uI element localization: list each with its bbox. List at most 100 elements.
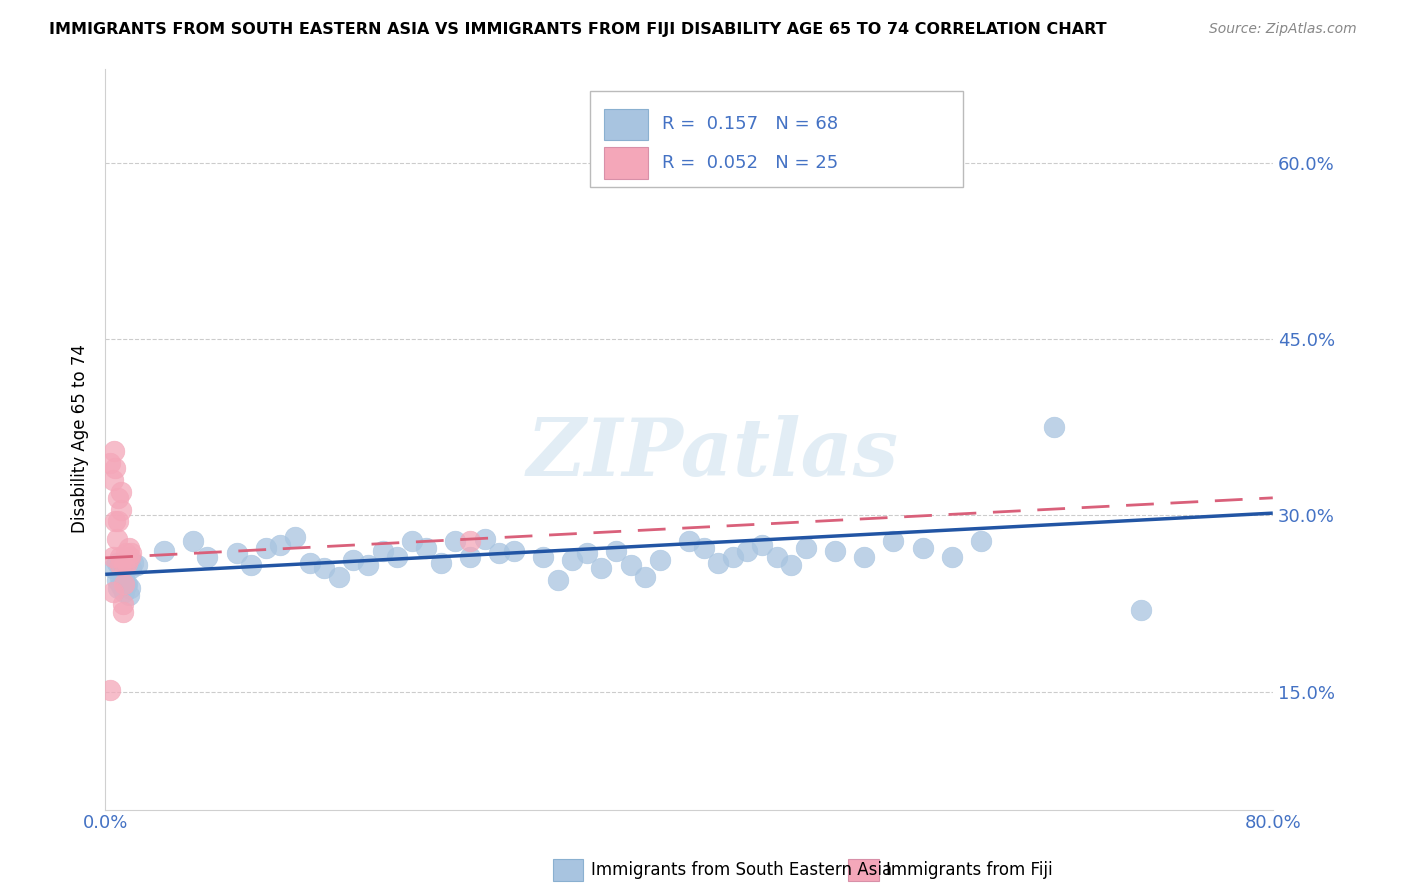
Point bbox=[780, 558, 803, 572]
Point bbox=[794, 541, 817, 556]
Point bbox=[112, 567, 135, 582]
Point bbox=[591, 561, 613, 575]
Point bbox=[108, 549, 131, 564]
Point bbox=[415, 541, 437, 556]
Point bbox=[678, 534, 700, 549]
Point bbox=[707, 556, 730, 570]
Text: Immigrants from South Eastern Asia: Immigrants from South Eastern Asia bbox=[591, 861, 891, 879]
Point bbox=[111, 565, 134, 579]
Point bbox=[357, 558, 380, 572]
Point bbox=[105, 573, 128, 587]
Point bbox=[882, 534, 904, 549]
Point bbox=[111, 567, 134, 582]
Point bbox=[240, 558, 263, 572]
Point bbox=[127, 558, 149, 572]
Text: R =  0.052   N = 25: R = 0.052 N = 25 bbox=[662, 154, 838, 172]
Point bbox=[328, 569, 350, 583]
Y-axis label: Disability Age 65 to 74: Disability Age 65 to 74 bbox=[72, 344, 89, 533]
Point bbox=[911, 541, 934, 556]
Point bbox=[458, 534, 481, 549]
Point bbox=[284, 530, 307, 544]
Point bbox=[648, 553, 671, 567]
Point bbox=[474, 532, 496, 546]
Point bbox=[118, 549, 141, 564]
Point bbox=[108, 558, 131, 572]
Point bbox=[371, 543, 394, 558]
Point bbox=[108, 569, 131, 583]
Point bbox=[117, 589, 139, 603]
Point bbox=[101, 473, 124, 487]
FancyBboxPatch shape bbox=[589, 91, 963, 187]
Point bbox=[692, 541, 714, 556]
Point bbox=[824, 543, 846, 558]
Text: IMMIGRANTS FROM SOUTH EASTERN ASIA VS IMMIGRANTS FROM FIJI DISABILITY AGE 65 TO : IMMIGRANTS FROM SOUTH EASTERN ASIA VS IM… bbox=[49, 22, 1107, 37]
Point bbox=[101, 585, 124, 599]
Point bbox=[195, 549, 218, 564]
Point bbox=[314, 561, 336, 575]
Point bbox=[108, 558, 131, 572]
Point bbox=[117, 541, 139, 556]
Point bbox=[105, 556, 128, 570]
Point bbox=[101, 549, 124, 564]
FancyBboxPatch shape bbox=[603, 147, 648, 178]
Point bbox=[737, 543, 759, 558]
Point bbox=[970, 534, 993, 549]
Point bbox=[112, 585, 135, 599]
Point bbox=[107, 491, 129, 505]
Point bbox=[110, 502, 132, 516]
Point bbox=[1130, 602, 1153, 616]
Point bbox=[225, 546, 247, 560]
Point bbox=[254, 541, 277, 556]
Point bbox=[634, 569, 657, 583]
Point bbox=[575, 546, 598, 560]
Point bbox=[751, 538, 773, 552]
Point bbox=[605, 543, 627, 558]
Text: ZIPatlas: ZIPatlas bbox=[526, 415, 898, 492]
Text: Source: ZipAtlas.com: Source: ZipAtlas.com bbox=[1209, 22, 1357, 37]
Text: R =  0.157   N = 68: R = 0.157 N = 68 bbox=[662, 115, 838, 134]
Point bbox=[385, 549, 408, 564]
Point bbox=[941, 549, 963, 564]
Point bbox=[104, 461, 127, 475]
Point bbox=[103, 443, 125, 458]
Point bbox=[1043, 420, 1066, 434]
Point bbox=[765, 549, 787, 564]
Point bbox=[853, 549, 876, 564]
Point bbox=[105, 532, 128, 546]
Point bbox=[152, 543, 174, 558]
Point bbox=[112, 558, 135, 572]
Point bbox=[114, 546, 136, 560]
Point bbox=[502, 543, 524, 558]
Point bbox=[121, 561, 143, 575]
Point bbox=[342, 553, 364, 567]
Point bbox=[104, 514, 127, 528]
Point bbox=[401, 534, 423, 549]
Point bbox=[444, 534, 467, 549]
FancyBboxPatch shape bbox=[603, 109, 648, 140]
Point bbox=[430, 556, 453, 570]
Point bbox=[115, 576, 138, 591]
Point bbox=[531, 549, 554, 564]
Point bbox=[181, 534, 204, 549]
Point bbox=[121, 546, 143, 560]
Point bbox=[115, 561, 138, 575]
Point bbox=[107, 582, 129, 596]
Point bbox=[298, 556, 321, 570]
Point bbox=[112, 576, 135, 591]
Point bbox=[111, 605, 134, 619]
Point bbox=[488, 546, 510, 560]
Point bbox=[620, 558, 643, 572]
Point bbox=[561, 553, 583, 567]
Point bbox=[115, 556, 138, 570]
Point bbox=[107, 514, 129, 528]
Point bbox=[110, 485, 132, 500]
Point bbox=[458, 549, 481, 564]
Point bbox=[118, 582, 141, 596]
Point bbox=[721, 549, 744, 564]
Point bbox=[98, 456, 121, 470]
Point bbox=[269, 538, 291, 552]
Point bbox=[101, 561, 124, 575]
Point bbox=[111, 597, 134, 611]
Point bbox=[547, 573, 569, 587]
Point bbox=[122, 556, 145, 570]
